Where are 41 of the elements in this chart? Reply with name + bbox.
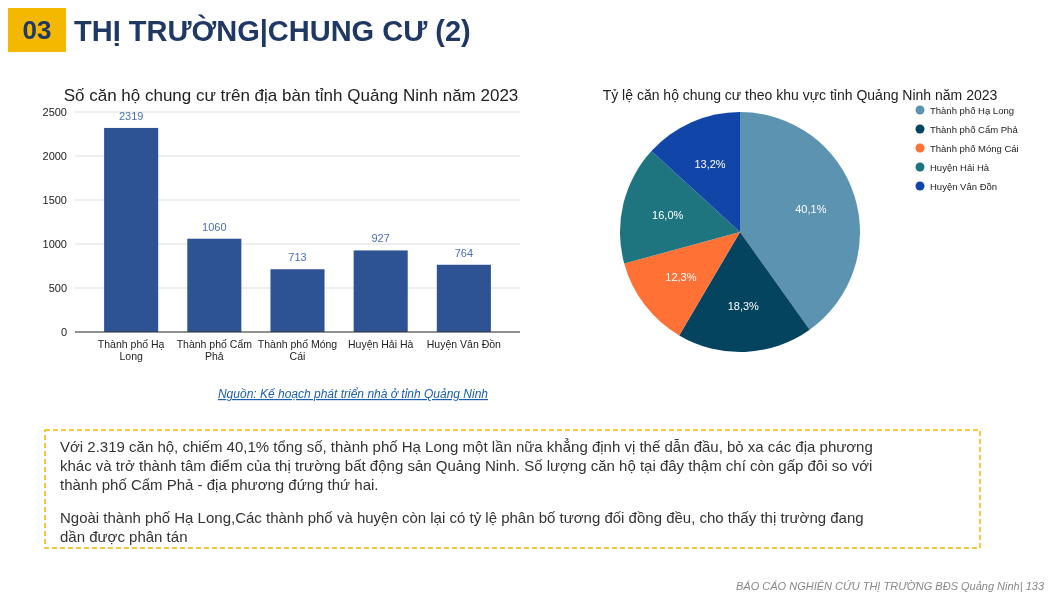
legend-label: Thành phố Hạ Long — [930, 104, 1014, 116]
bar — [436, 264, 491, 332]
data-label: 764 — [454, 246, 474, 259]
legend-label: Thành phố Cẩm Phả — [930, 123, 1019, 135]
data-label: 2319 — [118, 109, 144, 122]
x-tick-label: Thành phố Hạ Long — [97, 338, 165, 362]
legend-label: Huyện Hải Hà — [930, 161, 990, 173]
data-label: 16,0% — [652, 208, 684, 221]
pie-slice — [620, 151, 740, 264]
data-label: 40,1% — [795, 203, 827, 216]
text: THỊ TRƯỜNG|CHUNG CƯ (2) — [74, 14, 471, 47]
text: BÁO CÁO NGHIÊN CỨU THỊ TRƯỜNG BĐS Quảng Ninh| 133 — [736, 580, 1045, 592]
data-label: 12,3% — [665, 271, 697, 284]
text: 03 — [22, 15, 52, 45]
x-tick-label: Huyện Hải Hà — [347, 338, 414, 350]
y-tick-label: 1500 — [42, 194, 67, 206]
y-tick-label: 1000 — [42, 238, 67, 250]
bar — [187, 238, 242, 332]
bar — [104, 127, 159, 332]
chart-title: Số căn hộ chung cư trên địa bàn tỉnh Quảng Ninh năm 2023 — [63, 86, 519, 105]
legend-label: Thành phố Móng Cái — [930, 142, 1019, 154]
text: Nguồn: Kế hoạch phát triển nhà ở tỉnh Quảng Ninh — [217, 387, 489, 401]
data-label: 18,3% — [727, 300, 760, 313]
data-label: 13,2% — [694, 157, 726, 170]
y-tick-label: 0 — [60, 326, 67, 338]
x-tick-label: Thành phố Cẩm Phả — [176, 338, 253, 362]
chart-title: Tỷ lệ căn hộ chung cư theo khu vực tỉnh Quảng Ninh năm 2023 — [602, 87, 998, 103]
y-tick-label: 500 — [48, 282, 67, 294]
text: Với 2.319 căn hộ, chiếm 40,1% tổng số, thành phố Hạ Long một lần nữa khẳng định vị thế dẫn đầu, bỏ xa các địa phương khác và trở thành tâm điểm của thị trường bất động sản Quảng Ninh. Số lượng căn hộ tại đây thậm chí còn gấp đôi so với thành phố Cẩm Phả - địa phương đứng thứ hai. — [60, 438, 873, 493]
y-tick-label: 2500 — [42, 106, 67, 118]
data-label: 1060 — [202, 220, 227, 233]
data-label: 927 — [371, 232, 390, 245]
legend-label: Huyện Vân Đồn — [930, 180, 998, 192]
bar — [353, 250, 408, 332]
text: Ngoài thành phố Hạ Long,Các thành phố và huyện còn lại có tỷ lệ phân bố tương đối đồng đều, cho thấy thị trường đang dần được phân tán — [60, 509, 864, 545]
x-tick-label: Huyện Vân Đồn — [426, 338, 502, 350]
data-label: 713 — [288, 251, 307, 264]
x-tick-label: Thành phố Móng Cái — [257, 338, 338, 362]
pie-slice — [651, 112, 740, 232]
y-tick-label: 2000 — [42, 150, 67, 162]
bar — [270, 269, 325, 332]
